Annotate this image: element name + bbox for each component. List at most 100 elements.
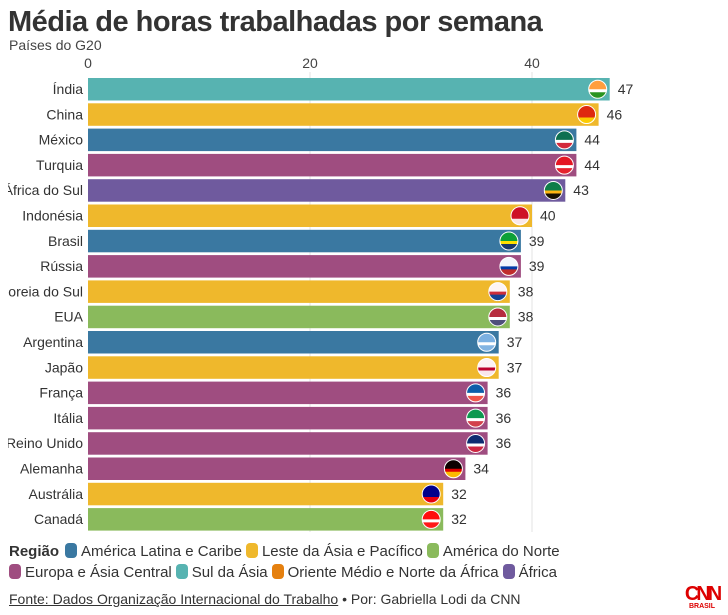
legend-label: Oriente Médio e Norte da África: [287, 564, 499, 581]
flag-ring: [466, 433, 486, 453]
legend-swatch: [502, 564, 515, 579]
x-tick-label: 40: [524, 55, 540, 71]
bar-França: [88, 381, 488, 405]
category-label: Indonésia: [22, 208, 83, 224]
legend-item: América Latina e Caribe: [65, 541, 242, 562]
category-label: China: [46, 106, 83, 122]
flag-ring: [554, 130, 574, 150]
category-label: Alemanha: [20, 461, 83, 477]
bar-EUA: [88, 305, 510, 329]
bar-Turquia: [88, 153, 577, 177]
legend-swatch: [426, 543, 439, 558]
bar-Indonésia: [88, 204, 532, 227]
flag-part: [544, 181, 563, 191]
category-label: Austrália: [29, 486, 84, 502]
bar-Itália: [88, 406, 488, 430]
category-label: França: [39, 385, 83, 401]
category-label: EUA: [54, 309, 83, 325]
category-label: Canadá: [34, 511, 83, 527]
flag-part: [466, 434, 485, 444]
bar-Canadá: [88, 508, 444, 531]
value-label: 37: [507, 334, 523, 350]
legend-swatch: [175, 564, 188, 579]
flag-part: [477, 358, 496, 368]
flag-part: [555, 130, 574, 140]
footer: Fonte: Dados Organização Internacional d…: [9, 591, 521, 607]
category-label: Japão: [45, 359, 83, 375]
legend-title: Região: [9, 543, 60, 560]
legend-item: Oriente Médio e Norte da África: [271, 562, 499, 583]
flag-ring: [421, 484, 441, 504]
flag-ring: [466, 408, 486, 428]
category-label: Coreia do Sul: [0, 283, 83, 299]
flag-part: [488, 282, 507, 292]
flag-icon: [477, 332, 497, 352]
bar-Brasil: [88, 229, 521, 253]
category-label: México: [39, 132, 84, 148]
legend-label: Europa e Ásia Central: [25, 564, 172, 581]
value-label: 39: [529, 258, 545, 274]
value-label: 36: [496, 410, 512, 426]
bar-África do Sul: [88, 179, 566, 202]
flag-part: [466, 409, 485, 419]
legend-label: América Latina e Caribe: [81, 543, 242, 560]
flag-icon: [421, 509, 441, 529]
legend-item: Europa e Ásia Central: [9, 562, 172, 583]
category-label: Itália: [53, 410, 83, 426]
flag-icon: [499, 231, 519, 251]
bar-México: [88, 128, 577, 152]
source-link[interactable]: Fonte: Dados Organização Internacional d…: [9, 591, 339, 607]
flag-part: [477, 333, 496, 343]
flag-ring: [488, 282, 508, 302]
flag-ring: [577, 105, 597, 125]
flag-part: [511, 206, 529, 216]
bar-Rússia: [88, 255, 521, 278]
x-tick-label: 20: [302, 55, 318, 71]
category-label: África do Sul: [4, 182, 83, 198]
value-label: 38: [518, 283, 534, 299]
flag-part: [444, 459, 463, 469]
chart-subtitle: Países do G20: [9, 37, 102, 53]
category-label: Rússia: [40, 258, 83, 274]
value-label: 36: [496, 385, 512, 401]
flag-icon: [588, 79, 608, 99]
value-label: 34: [473, 461, 489, 477]
value-label: 40: [540, 208, 556, 224]
separator: •: [338, 591, 351, 607]
flag-icon: [477, 358, 497, 378]
flag-icon: [554, 155, 574, 175]
value-label: 39: [529, 233, 545, 249]
category-label: Turquia: [36, 157, 83, 173]
category-label: Reino Unido: [6, 435, 83, 451]
flag-part: [555, 156, 574, 166]
flag-ring: [554, 155, 574, 175]
flag-ring: [543, 180, 563, 200]
flag-part: [499, 232, 518, 242]
flag-part: [588, 80, 607, 90]
flag-icon: [443, 459, 463, 479]
legend-swatch: [9, 564, 21, 579]
flag-icon: [466, 383, 486, 403]
flag-part: [422, 485, 441, 495]
bar-Índia: [88, 78, 610, 101]
legend-swatch: [271, 564, 284, 579]
flag-icon: [488, 282, 508, 302]
flag-ring: [499, 256, 519, 276]
flag-part: [499, 257, 518, 267]
bar-Reino Unido: [88, 432, 488, 455]
flag-ring: [443, 459, 463, 479]
flag-part: [488, 307, 507, 317]
cnn-brasil-logo: CNN BRASIL: [684, 583, 722, 610]
category-label: Brasil: [48, 233, 83, 249]
flag-part: [422, 510, 441, 520]
bar-chart: 0 20 40 Índia China México Turquia África do Su…: [0, 55, 633, 532]
x-tick-label: 0: [84, 55, 92, 71]
author: Por: Gabriella Lodi da CNN: [350, 591, 521, 607]
flag-ring: [488, 307, 508, 327]
legend-item: Leste da Ásia e Pacífico: [245, 541, 423, 562]
value-label: 44: [584, 132, 600, 148]
value-label: 36: [496, 435, 512, 451]
legend-item: Sul da Ásia: [175, 562, 268, 583]
legend-label: América do Norte: [442, 543, 560, 560]
